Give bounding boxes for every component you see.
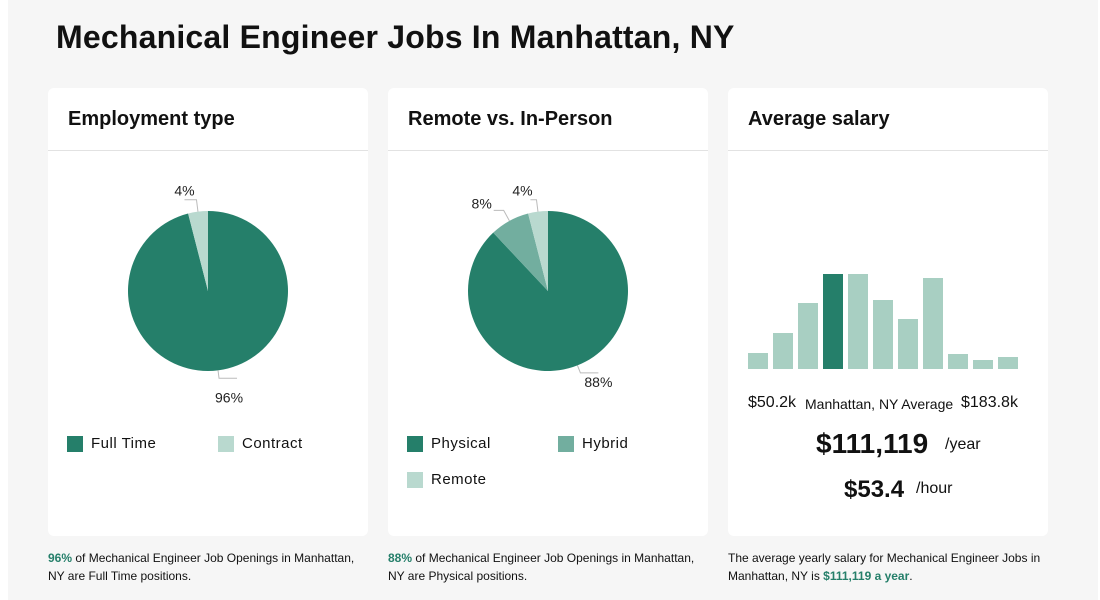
page-background: Mechanical Engineer Jobs In Manhattan, N…	[8, 0, 1098, 600]
legend-swatch-physical	[407, 435, 423, 452]
card-divider	[48, 150, 368, 151]
remote-card-title: Remote vs. In-Person	[408, 108, 613, 130]
remote-pie-chart: 88% 8% 4%	[468, 183, 628, 390]
legend-swatch-remote	[407, 471, 423, 488]
legend-item-hybrid: Hybrid	[558, 435, 628, 452]
salary-bar	[773, 333, 793, 369]
employment-pie-chart: 96% 4%	[128, 183, 288, 405]
salary-yearly-value: $111,119	[816, 428, 929, 459]
legend-label-physical: Physical	[431, 435, 491, 452]
card-divider	[728, 150, 1048, 151]
employment-caption-percent: 96%	[48, 551, 73, 565]
salary-bar	[898, 319, 918, 369]
pie-slice-full-time	[128, 211, 288, 372]
salary-caption-end: .	[909, 569, 913, 583]
legend-item-full-time: Full Time	[67, 435, 156, 452]
salary-bar	[748, 353, 768, 369]
pie-leader-line	[493, 209, 510, 222]
salary-bar	[848, 274, 868, 369]
employment-caption: 96% of Mechanical Engineer Job Openings …	[48, 549, 368, 585]
salary-card-title: Average salary	[748, 108, 890, 130]
salary-bar	[998, 357, 1018, 369]
pie-label-hybrid: 8%	[472, 195, 492, 211]
pie-leader-line	[576, 365, 599, 374]
average-salary-card: Average salary $50.2k Manhattan, NY Aver…	[728, 88, 1048, 536]
remote-caption: 88% of Mechanical Engineer Job Openings …	[388, 549, 708, 585]
salary-hourly-value: $53.4	[844, 476, 905, 503]
employment-card-title: Employment type	[68, 108, 235, 130]
salary-bar	[873, 300, 893, 369]
pie-slice-contract	[188, 211, 208, 291]
salary-max-label: $183.8k	[961, 394, 1018, 411]
pie-slice-hybrid	[493, 213, 548, 291]
remote-caption-text: of Mechanical Engineer Job Openings in M…	[388, 551, 695, 583]
legend-swatch-contract	[218, 435, 234, 452]
pie-leader-line	[184, 199, 199, 212]
salary-bar	[948, 354, 968, 369]
legend-swatch-full-time	[67, 435, 83, 452]
legend-swatch-hybrid	[558, 435, 574, 452]
salary-yearly-unit: /year	[945, 436, 981, 453]
salary-bar	[823, 274, 843, 369]
salary-caption: The average yearly salary for Mechanical…	[728, 549, 1048, 585]
page-title: Mechanical Engineer Jobs In Manhattan, N…	[56, 19, 735, 55]
pie-label-full-time: 96%	[215, 389, 243, 405]
pie-slice-remote	[528, 211, 548, 291]
salary-bar	[923, 278, 943, 369]
salary-bar	[973, 360, 993, 369]
salary-caption-text: The average yearly salary for Mechanical…	[728, 551, 1041, 583]
pie-label-remote: 4%	[512, 183, 532, 199]
remote-caption-percent: 88%	[388, 551, 413, 565]
legend-item-contract: Contract	[218, 435, 303, 452]
remote-vs-in-person-card: Remote vs. In-Person 88% 8% 4% Physical Hy…	[388, 88, 708, 536]
salary-histogram	[748, 274, 1018, 369]
legend-item-remote: Remote	[407, 471, 487, 488]
salary-hourly-unit: /hour	[916, 480, 953, 497]
employment-caption-text: of Mechanical Engineer Job Openings in M…	[48, 551, 355, 583]
pie-leader-line	[217, 370, 238, 379]
legend-label-contract: Contract	[242, 435, 303, 452]
salary-average-label: Manhattan, NY Average	[805, 396, 954, 412]
legend-label-remote: Remote	[431, 471, 487, 488]
legend-label-hybrid: Hybrid	[582, 435, 629, 452]
card-divider	[388, 150, 708, 151]
salary-min-label: $50.2k	[748, 394, 797, 411]
salary-caption-value: $111,119 a year	[823, 569, 910, 583]
employment-type-card: Employment type 96% 4% Full Time Contract	[48, 88, 368, 536]
legend-label-full-time: Full Time	[91, 435, 157, 452]
salary-bar	[798, 303, 818, 369]
pie-label-contract: 4%	[174, 183, 194, 199]
pie-leader-line	[530, 199, 539, 212]
legend-item-physical: Physical	[407, 435, 491, 452]
pie-label-physical: 88%	[584, 374, 612, 390]
